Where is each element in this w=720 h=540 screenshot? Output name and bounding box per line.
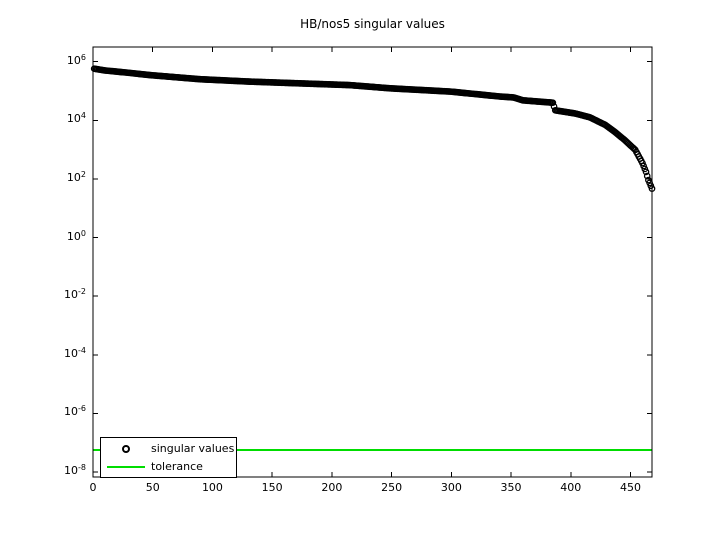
- x-tick-label: 450: [620, 481, 641, 494]
- x-tick-label: 250: [381, 481, 403, 494]
- x-tick-label: 100: [201, 481, 223, 494]
- legend-label: tolerance: [151, 460, 203, 473]
- circle-marker-icon: [122, 444, 130, 453]
- x-tick-label: 350: [500, 481, 522, 494]
- chart-title: HB/nos5 singular values: [300, 17, 445, 31]
- legend-label: singular values: [151, 442, 235, 455]
- y-tick-label: 10-8: [64, 463, 86, 478]
- y-tick-label: 10-4: [64, 345, 86, 360]
- singular-value-marker: [549, 99, 557, 107]
- y-tick-label: 104: [66, 111, 86, 126]
- y-tick-label: 100: [66, 228, 86, 243]
- x-tick-label: 200: [321, 481, 343, 494]
- y-tick-label: 106: [66, 52, 86, 67]
- x-tick-label: 0: [89, 481, 97, 494]
- singular-values-series: [90, 65, 656, 192]
- singular-value-marker: [642, 168, 650, 176]
- x-tick-label: 50: [145, 481, 160, 494]
- y-tick-label: 10-2: [64, 287, 86, 302]
- y-tick-label: 10-6: [64, 404, 86, 419]
- x-tick-label: 150: [261, 481, 283, 494]
- singular-value-marker: [643, 172, 651, 180]
- x-tick-label: 300: [440, 481, 462, 494]
- legend-icon-cell: [101, 465, 151, 468]
- singular-value-marker: [648, 185, 656, 192]
- axes-box: [92, 46, 653, 478]
- legend-entry-tolerance: tolerance: [101, 458, 236, 475]
- legend-entry-singular-values: singular values: [101, 440, 236, 457]
- legend-icon-cell: [101, 444, 151, 453]
- y-tick-label: 102: [66, 169, 86, 184]
- x-tick-label: 400: [560, 481, 582, 494]
- legend: singular values tolerance: [100, 437, 237, 478]
- tolerance-line-swatch: [107, 465, 145, 468]
